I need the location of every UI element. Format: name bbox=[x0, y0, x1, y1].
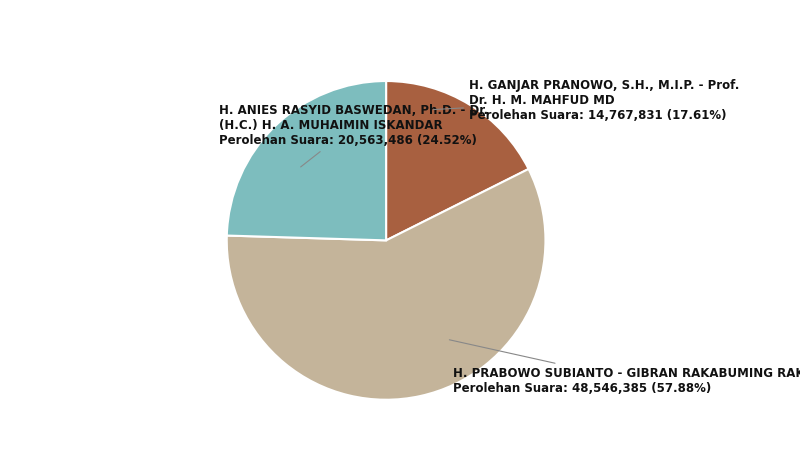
Wedge shape bbox=[226, 169, 546, 400]
Text: H. PRABOWO SUBIANTO - GIBRAN RAKABUMING RAKA
Perolehan Suara: 48,546,385 (57.88%: H. PRABOWO SUBIANTO - GIBRAN RAKABUMING … bbox=[450, 340, 800, 395]
Text: Versi: 17 Feb 2024 16:36:36 Progress: 539983 dari 823236 TPS (65.59%): Versi: 17 Feb 2024 16:36:36 Progress: 53… bbox=[144, 443, 656, 456]
Text: H. GANJAR PRANOWO, S.H., M.I.P. - Prof.
Dr. H. M. MAHFUD MD
Perolehan Suara: 14,: H. GANJAR PRANOWO, S.H., M.I.P. - Prof. … bbox=[434, 79, 739, 122]
Wedge shape bbox=[386, 81, 529, 240]
Text: H. ANIES RASYID BASWEDAN, Ph.D. - Dr.
(H.C.) H. A. MUHAIMIN ISKANDAR
Perolehan S: H. ANIES RASYID BASWEDAN, Ph.D. - Dr. (H… bbox=[218, 104, 488, 167]
Wedge shape bbox=[227, 81, 386, 240]
